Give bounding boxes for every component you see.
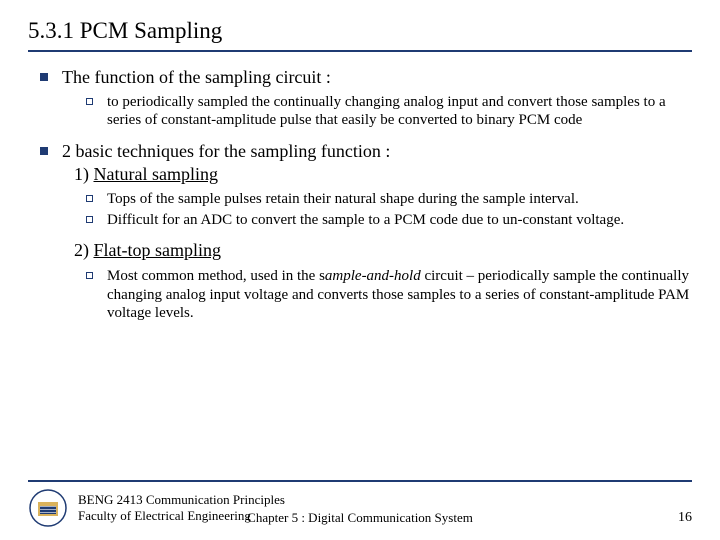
square-bullet-icon (40, 73, 48, 81)
list-item: The function of the sampling circuit : (40, 66, 692, 89)
flat-top-list: Most common method, used in the sample-a… (86, 267, 692, 323)
list-item: Difficult for an ADC to convert the samp… (86, 211, 692, 230)
sub-bullet-text: Most common method, used in the sample-a… (107, 267, 692, 323)
bullet-text: 2 basic techniques for the sampling func… (62, 140, 390, 163)
hollow-square-bullet-icon (86, 216, 93, 223)
page-number: 16 (678, 510, 692, 526)
footer-chapter: Chapter 5 : Digital Communication System (247, 510, 473, 526)
sub-bullet-text: Difficult for an ADC to convert the samp… (107, 211, 624, 230)
text-pre: Most common method, used in the s (107, 268, 325, 284)
list-item: Tops of the sample pulses retain their n… (86, 190, 692, 209)
heading-prefix: 1) (74, 164, 94, 184)
bullet-function: The function of the sampling circuit : (40, 66, 692, 89)
square-bullet-icon (40, 147, 48, 155)
slide-title: 5.3.1 PCM Sampling (28, 18, 692, 52)
heading-underline: Natural sampling (94, 164, 218, 184)
sub-bullet-text: to periodically sampled the continually … (107, 93, 692, 131)
heading-prefix: 2) (74, 240, 94, 260)
heading-underline: Flat-top sampling (94, 240, 222, 260)
hollow-square-bullet-icon (86, 272, 93, 279)
hollow-square-bullet-icon (86, 98, 93, 105)
sub-list: to periodically sampled the continually … (86, 93, 692, 131)
technique-1-heading: 1) Natural sampling (74, 163, 692, 186)
bullet-text: The function of the sampling circuit : (62, 66, 331, 89)
technique-2-heading: 2) Flat-top sampling (74, 239, 692, 262)
hollow-square-bullet-icon (86, 195, 93, 202)
text-italic: ample-and-hold (325, 268, 421, 284)
slide: 5.3.1 PCM Sampling The function of the s… (0, 0, 720, 540)
list-item: to periodically sampled the continually … (86, 93, 692, 131)
list-item: 2 basic techniques for the sampling func… (40, 140, 692, 163)
natural-sampling-list: Tops of the sample pulses retain their n… (86, 190, 692, 230)
university-logo-icon (28, 488, 68, 528)
sub-bullet-text: Tops of the sample pulses retain their n… (107, 190, 579, 209)
footer-course: BENG 2413 Communication Principles (78, 492, 285, 508)
bullet-techniques: 2 basic techniques for the sampling func… (40, 140, 692, 186)
list-item: Most common method, used in the sample-a… (86, 267, 692, 323)
